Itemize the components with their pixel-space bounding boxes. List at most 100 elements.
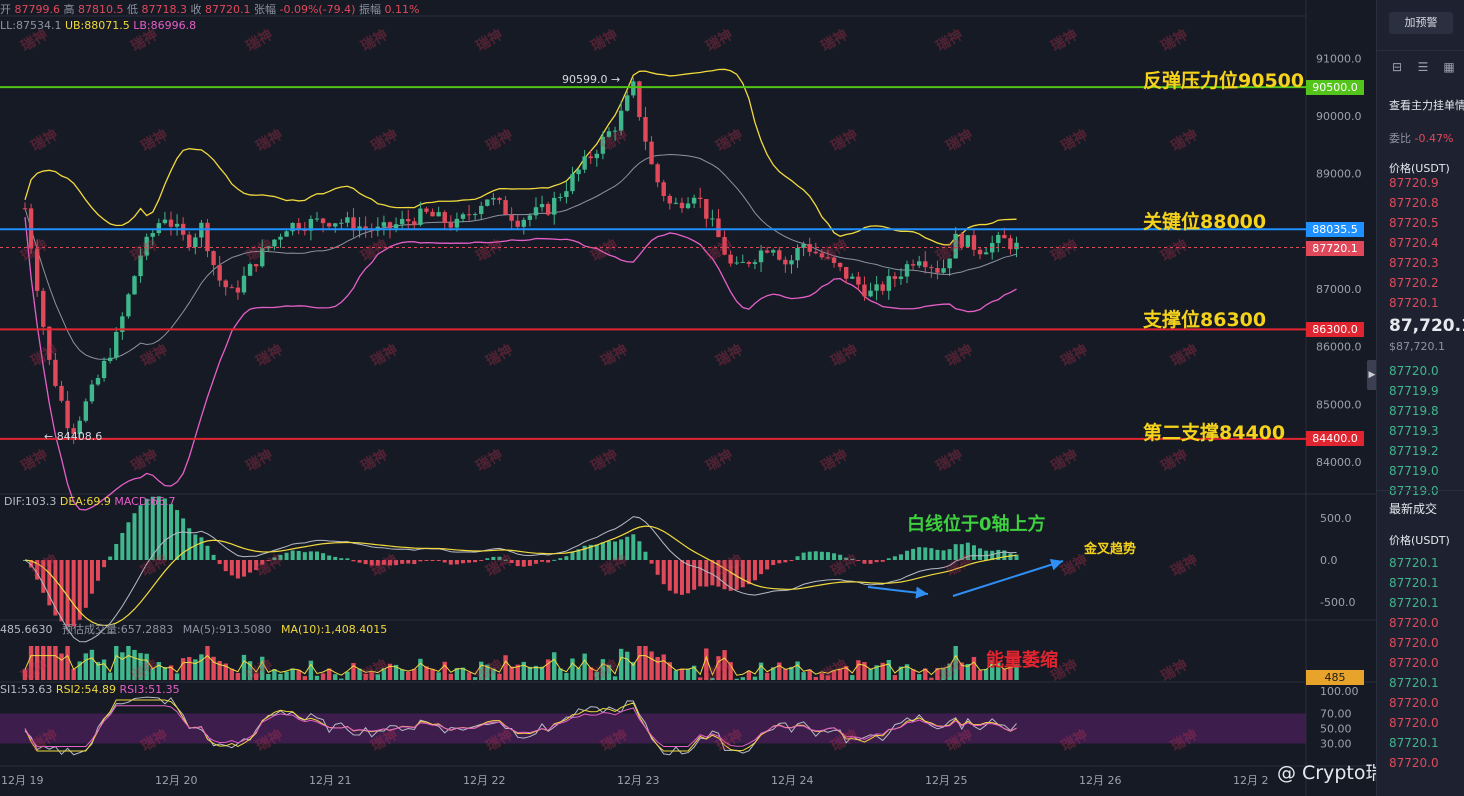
trade-price: 87720.0: [1389, 656, 1439, 670]
candle-body: [923, 261, 928, 268]
resistance-annotation: 反弹压力位90500: [1143, 70, 1305, 92]
macd-histogram-bar: [905, 550, 910, 560]
candle-body: [132, 276, 137, 295]
candle-body: [625, 95, 630, 111]
candle-body: [272, 239, 277, 247]
macd-histogram-bar: [667, 560, 672, 591]
arrows: [867, 558, 1064, 599]
volume-bar: [716, 656, 721, 680]
candle-body: [418, 208, 423, 225]
volume-bar: [229, 668, 235, 680]
rsi3-line: [24, 705, 1017, 747]
volume-bar: [886, 660, 891, 680]
macd-histogram-bar: [777, 560, 782, 564]
amp-value: 0.11%: [384, 3, 420, 16]
macd-histogram-bar: [193, 534, 198, 560]
volume-bar: [302, 676, 308, 680]
candle-body: [898, 276, 904, 279]
candle-body: [564, 191, 569, 198]
macd-histogram-bar: [339, 558, 344, 560]
divider: [1377, 50, 1464, 51]
candle-body: [850, 276, 855, 279]
candle-body: [679, 202, 685, 209]
volume-bar: [904, 664, 910, 680]
volume-bar: [436, 672, 441, 680]
grid: [0, 0, 1376, 796]
macd-histogram-bar: [874, 560, 879, 563]
candle-body: [807, 244, 812, 252]
macd-histogram-bar: [479, 560, 484, 561]
candle-body: [929, 267, 934, 269]
axes: 91000.0 90000.0 89000.0 87000.0 86000.0 85000…: [1, 52, 1362, 787]
volume-bar: [996, 661, 1001, 680]
volume-bar: [539, 666, 545, 680]
volume-bar: [594, 671, 600, 680]
volume-bar: [205, 646, 210, 680]
volume-bar: [898, 666, 904, 680]
candle-body: [728, 254, 733, 264]
ask-price: 87720.5: [1389, 216, 1439, 230]
macd-histogram-bar: [521, 560, 526, 567]
trade-price: 87720.1: [1389, 676, 1439, 690]
macd-histogram-bar: [637, 541, 642, 560]
volume-bar: [466, 672, 472, 680]
macd-histogram-bar: [971, 545, 976, 560]
volume-bar: [831, 670, 837, 680]
trend-arrow: [952, 558, 1064, 597]
candle-body: [862, 284, 867, 297]
macd-histogram-bar: [53, 560, 58, 616]
macd-histogram-bar: [746, 560, 751, 585]
candlestick-chart[interactable]: 91000.0 90000.0 89000.0 87000.0 86000.0 85000…: [0, 0, 1376, 796]
candle-body: [412, 221, 417, 225]
macd-histogram-bar: [710, 560, 715, 586]
volume-bar: [89, 649, 95, 680]
list-layout-icon[interactable]: ⊟: [1391, 60, 1403, 74]
volume-bar: [722, 650, 727, 680]
volume-bar: [1008, 665, 1013, 680]
time-tick-label: 12月 21: [309, 774, 352, 787]
macd-histogram-bar: [424, 560, 429, 561]
candle-body: [454, 218, 460, 228]
volume-bar: [868, 668, 873, 680]
volume-bar: [369, 671, 374, 680]
volume-bar: [266, 673, 271, 680]
volume-bar: [789, 666, 794, 680]
candle-body: [983, 252, 989, 255]
candle-body: [783, 259, 788, 265]
candle-body: [917, 261, 922, 266]
volume-bar: [253, 673, 259, 680]
macd-histogram-bar: [442, 560, 447, 563]
macd-histogram-bar: [527, 560, 532, 566]
macd-histogram-bar: [941, 550, 946, 560]
volume-bar: [959, 662, 964, 680]
panel-toggle-button[interactable]: ▶: [1367, 360, 1377, 390]
macd-histogram-bar: [120, 532, 125, 560]
candle-body: [333, 223, 338, 227]
volume-bar: [314, 675, 320, 680]
candle-body: [479, 205, 484, 215]
candle-body: [880, 284, 885, 291]
candle-body: [308, 218, 314, 231]
macd-histogram-bar: [844, 557, 849, 560]
candle-body: [801, 244, 806, 249]
trade-price: 87720.0: [1389, 756, 1439, 770]
volume-bar: [558, 668, 563, 680]
candle-body: [247, 264, 253, 276]
macd-histogram-bar: [807, 551, 812, 560]
candle-body: [77, 420, 82, 434]
candle-body: [229, 287, 235, 289]
volume-bar: [588, 667, 593, 680]
macd-histogram-bar: [503, 559, 508, 561]
list-icon[interactable]: ☰: [1417, 60, 1429, 74]
candle-body: [965, 235, 971, 247]
macd-histogram-bar: [102, 560, 107, 568]
volume-bar: [59, 653, 64, 680]
macd-histogram-bar: [880, 560, 885, 562]
grid-icon[interactable]: ▦: [1443, 60, 1455, 74]
latest-trades-tab[interactable]: 最新成交: [1389, 502, 1438, 516]
view-orders-link[interactable]: 查看主力挂单情: [1389, 99, 1464, 112]
add-alert-button[interactable]: 加预警: [1389, 12, 1453, 34]
volume-bar: [223, 663, 228, 680]
boll-lower-line: [24, 216, 1017, 511]
volume-bar: [910, 669, 916, 680]
